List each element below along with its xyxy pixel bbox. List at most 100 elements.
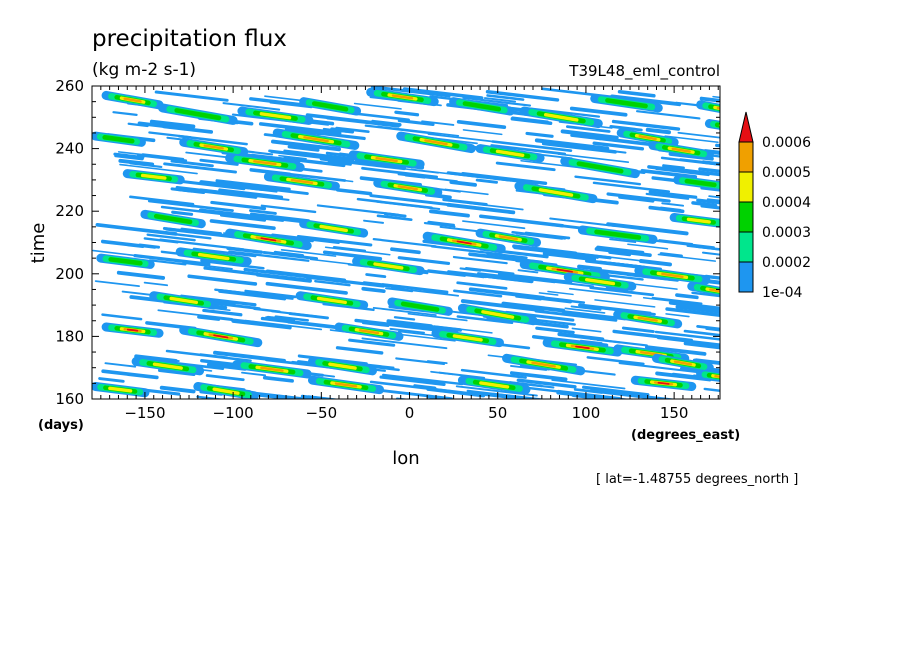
field-dash xyxy=(610,94,682,107)
precip-band-level-4 xyxy=(328,362,357,370)
field-dash xyxy=(586,356,645,366)
field-dash xyxy=(324,246,391,256)
field-dash xyxy=(395,357,446,366)
field-dash xyxy=(171,210,194,216)
field-dash xyxy=(363,363,395,369)
field-dash xyxy=(660,156,720,166)
precip-band-level-3 xyxy=(462,101,502,112)
field-dash xyxy=(686,245,720,251)
precip-band-level-5 xyxy=(637,316,658,322)
field-dash xyxy=(192,247,257,258)
field-dash xyxy=(530,318,576,326)
field-dash xyxy=(552,389,597,397)
field-dash xyxy=(222,102,281,111)
field-dash xyxy=(143,281,169,287)
precip-band-level-4 xyxy=(479,381,510,389)
field-dash xyxy=(244,289,297,299)
precip-band-level-4 xyxy=(152,362,183,370)
precip-band-level-3 xyxy=(605,98,648,109)
field-dash xyxy=(244,319,323,331)
field-dash xyxy=(547,290,574,296)
field-dash xyxy=(266,315,296,322)
field-dash xyxy=(483,97,517,103)
field-dash xyxy=(711,368,720,373)
precip-band-level-6 xyxy=(575,345,590,350)
field-dash xyxy=(278,154,307,160)
field-dash xyxy=(143,237,179,244)
field-dash xyxy=(700,186,720,192)
field-dash xyxy=(509,371,568,382)
precip-band-level-3 xyxy=(594,229,642,240)
field-dash xyxy=(149,119,196,129)
field-dash xyxy=(101,369,159,380)
field-dash xyxy=(283,149,364,161)
field-dash xyxy=(335,188,373,196)
field-dash xyxy=(592,141,645,151)
field-dash xyxy=(280,249,337,257)
field-dash xyxy=(570,305,602,311)
field-dash xyxy=(335,126,370,134)
precip-band-level-6 xyxy=(213,334,229,339)
field-dash xyxy=(327,160,352,166)
field-dash xyxy=(621,326,655,333)
field-dash xyxy=(462,129,503,136)
precip-band-level-4 xyxy=(197,252,230,261)
precip-band-level-4 xyxy=(718,123,720,127)
field-dash xyxy=(618,195,655,203)
precip-band-level-4 xyxy=(495,149,525,157)
precip-band-level-3 xyxy=(684,178,717,188)
field-dash xyxy=(348,338,396,347)
field-dash xyxy=(570,133,602,141)
field-dash xyxy=(683,168,720,177)
precip-band-level-3 xyxy=(108,257,143,266)
field-dash xyxy=(296,235,373,247)
field-dash xyxy=(322,127,348,133)
field-dash xyxy=(712,95,720,99)
field-dash xyxy=(542,279,595,288)
field-dash xyxy=(701,251,720,256)
field-dash xyxy=(665,313,690,318)
x-tick-label: 0 xyxy=(405,404,415,422)
precip-band-level-5 xyxy=(290,178,314,185)
field-dash xyxy=(309,258,352,265)
field-dash xyxy=(606,192,671,203)
field-dash xyxy=(390,287,460,297)
field-dash xyxy=(574,175,642,186)
field-dash xyxy=(491,140,573,152)
field-dash xyxy=(361,337,448,350)
field-dash xyxy=(475,178,498,184)
y-tick-label: 220 xyxy=(55,202,84,220)
field-dash xyxy=(202,308,243,317)
x-tick-label: −50 xyxy=(305,404,337,422)
x-axis: −150 −100 −50 0 50 100 150 xyxy=(100,86,719,422)
field-dash xyxy=(691,201,718,208)
field-dash xyxy=(390,247,421,255)
precip-band-level-5 xyxy=(498,235,518,241)
field-dash xyxy=(269,101,313,109)
y-tick-label: 240 xyxy=(55,140,84,158)
field-dash xyxy=(397,256,451,265)
field-dash xyxy=(594,136,658,147)
field-dash xyxy=(386,319,433,328)
field-dash xyxy=(427,220,455,227)
precip-band-level-4 xyxy=(319,224,348,233)
field-dash xyxy=(487,276,525,283)
field-dash xyxy=(675,305,720,314)
precip-band-level-6 xyxy=(456,240,472,245)
field-dash xyxy=(371,119,402,127)
field-dash xyxy=(534,309,618,322)
field-dash xyxy=(426,360,448,365)
precip-band-level-5 xyxy=(531,361,556,368)
field-dash xyxy=(510,365,548,371)
field-dash xyxy=(489,176,540,185)
colorbar-label: 0.0003 xyxy=(762,225,811,241)
field-dash xyxy=(251,185,309,195)
field-dash xyxy=(215,179,291,191)
y-tick-label: 260 xyxy=(55,77,84,95)
field-dash xyxy=(701,160,720,166)
field-dash xyxy=(410,168,485,179)
run-label: T39L48_eml_control xyxy=(568,62,720,81)
field-dash xyxy=(691,291,720,298)
field-dash xyxy=(683,341,720,350)
field-dash xyxy=(293,128,366,141)
